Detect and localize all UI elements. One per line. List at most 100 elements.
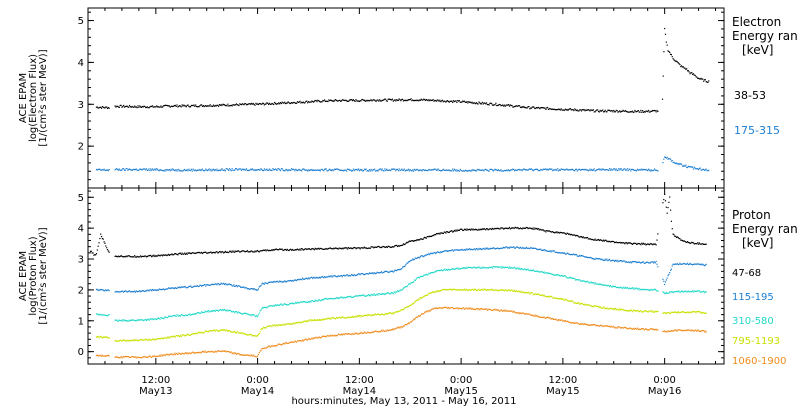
data-point xyxy=(324,318,327,320)
data-point xyxy=(386,329,388,331)
data-point xyxy=(672,233,674,235)
data-point xyxy=(417,299,419,301)
data-point xyxy=(145,169,147,171)
data-point xyxy=(326,170,328,172)
data-point xyxy=(696,310,698,313)
data-point xyxy=(291,302,293,304)
data-point xyxy=(373,294,375,296)
data-point xyxy=(174,336,176,338)
data-point xyxy=(480,267,483,269)
data-point xyxy=(396,327,398,329)
data-point xyxy=(202,252,204,254)
data-point xyxy=(394,99,396,101)
data-point xyxy=(372,293,374,295)
data-point xyxy=(157,317,159,319)
data-point xyxy=(559,298,561,300)
data-point xyxy=(144,105,146,108)
data-point xyxy=(319,101,321,103)
data-point xyxy=(690,263,692,265)
data-point xyxy=(136,356,138,358)
data-point xyxy=(229,309,231,312)
data-point xyxy=(337,297,339,300)
data-point xyxy=(103,355,105,357)
data-point xyxy=(528,227,530,229)
data-point xyxy=(519,291,521,293)
data-point xyxy=(438,232,440,234)
data-point xyxy=(430,308,433,311)
data-point xyxy=(384,293,386,296)
data-point xyxy=(240,103,242,105)
data-point xyxy=(267,102,269,105)
data-point xyxy=(154,339,156,341)
data-point xyxy=(605,168,607,171)
data-point xyxy=(514,268,516,270)
data-point xyxy=(226,309,228,311)
series-proton-795-1193 xyxy=(95,288,707,342)
data-point xyxy=(117,340,120,342)
data-point xyxy=(176,287,178,289)
data-point xyxy=(136,169,138,171)
data-point xyxy=(394,269,396,271)
data-point xyxy=(383,330,385,332)
data-point xyxy=(136,107,138,109)
data-point xyxy=(313,319,316,321)
data-point xyxy=(532,269,534,271)
data-point xyxy=(377,331,379,333)
data-point xyxy=(488,247,490,250)
data-point xyxy=(530,292,533,294)
data-point xyxy=(143,319,145,321)
data-point xyxy=(179,334,182,337)
data-point xyxy=(476,248,478,250)
data-point xyxy=(481,267,483,269)
data-point xyxy=(302,340,304,342)
data-point xyxy=(181,286,183,288)
data-point xyxy=(369,247,371,249)
data-point xyxy=(301,248,303,250)
data-point xyxy=(468,289,470,291)
data-point xyxy=(565,109,567,111)
data-point xyxy=(199,312,201,314)
data-point xyxy=(95,106,98,108)
data-point xyxy=(506,227,508,229)
data-point xyxy=(292,322,294,324)
data-point xyxy=(650,261,652,263)
data-point xyxy=(695,263,697,265)
data-point xyxy=(106,289,108,292)
data-point xyxy=(153,318,155,320)
data-point xyxy=(380,169,383,171)
data-point xyxy=(369,99,371,101)
data-point xyxy=(282,102,284,104)
data-point xyxy=(182,105,184,107)
data-point xyxy=(666,277,668,279)
data-point xyxy=(694,242,696,245)
data-point xyxy=(402,266,404,268)
data-point xyxy=(661,98,664,100)
data-point xyxy=(371,294,373,296)
data-point xyxy=(418,257,421,259)
data-point xyxy=(586,256,589,259)
data-point xyxy=(205,251,207,253)
data-point xyxy=(157,355,159,357)
data-point xyxy=(704,291,706,293)
data-point xyxy=(276,324,278,326)
data-point xyxy=(633,309,635,311)
data-point xyxy=(644,262,646,264)
data-point xyxy=(472,228,474,230)
data-point xyxy=(448,269,450,271)
data-point xyxy=(107,170,109,172)
data-point xyxy=(133,168,135,171)
data-point xyxy=(284,280,286,282)
data-point xyxy=(399,269,401,271)
data-point xyxy=(588,238,590,240)
data-point xyxy=(290,102,293,104)
data-point xyxy=(147,255,149,257)
data-point xyxy=(191,286,193,288)
data-point xyxy=(554,109,556,111)
data-point xyxy=(234,168,237,170)
data-point xyxy=(225,329,227,331)
data-point xyxy=(195,333,198,335)
data-point xyxy=(390,169,392,172)
data-point xyxy=(610,260,612,262)
data-point xyxy=(215,351,217,353)
data-point xyxy=(368,314,370,316)
